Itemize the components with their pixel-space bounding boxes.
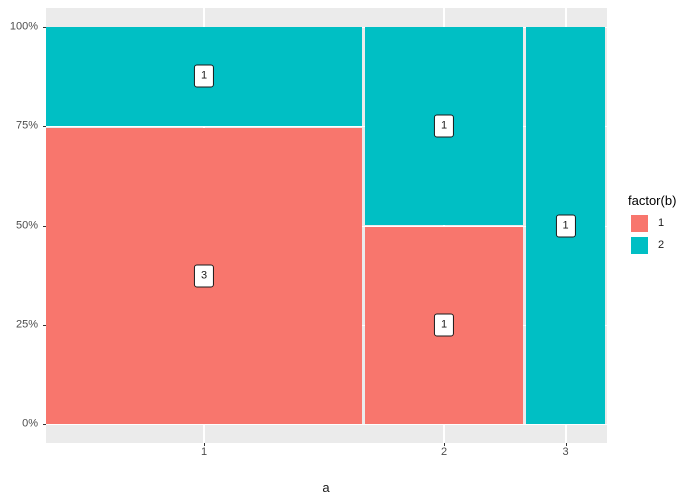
legend-key-label: 2	[658, 239, 665, 252]
x-tick	[565, 443, 567, 446]
gridline-major-y	[46, 424, 607, 425]
y-tick-label: 75%	[15, 119, 38, 132]
legend-key: 1	[631, 215, 676, 233]
y-tick-label: 100%	[9, 20, 38, 33]
y-tick	[43, 324, 46, 326]
y-tick-label: 25%	[15, 318, 38, 331]
tile-count-label: 1	[433, 114, 455, 138]
y-tick-label: 0%	[22, 417, 38, 430]
legend-swatch	[631, 215, 648, 233]
gridline-major-y	[46, 126, 607, 128]
legend-title: factor(b)	[628, 193, 677, 208]
legend-key: 2	[631, 237, 676, 255]
legend-swatch	[631, 237, 648, 255]
y-tick	[43, 126, 46, 128]
x-tick-label: 3	[562, 446, 569, 458]
y-tick	[43, 225, 46, 227]
y-tick	[43, 424, 46, 425]
tile-count-label: 1	[193, 64, 215, 88]
plot-panel: 3 1 1 1 1	[46, 8, 607, 443]
x-tick-label: 1	[200, 446, 208, 458]
tile-count-label: 1	[555, 214, 576, 237]
x-tick	[444, 443, 445, 446]
y-tick	[43, 27, 46, 28]
y-tick-label: 50%	[15, 219, 38, 231]
tile-count-label: 1	[433, 313, 455, 337]
x-axis-title: a	[322, 480, 330, 495]
x-tick-label: 2	[440, 446, 448, 458]
x-tick	[204, 443, 205, 446]
tile-count-label: 3	[193, 264, 215, 288]
legend-key-label: 1	[658, 217, 665, 230]
